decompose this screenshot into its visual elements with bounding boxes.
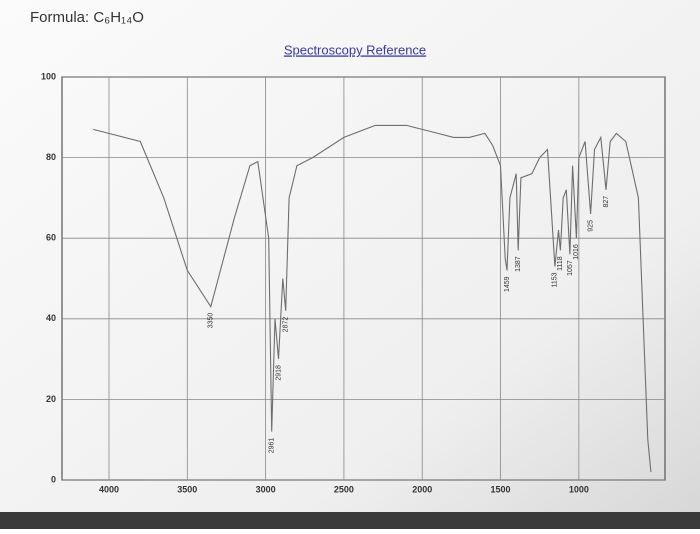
peak-label: 1016 xyxy=(573,244,580,260)
peak-label: 3350 xyxy=(208,313,215,329)
y-tick-label: 20 xyxy=(46,394,56,404)
y-tick-label: 0 xyxy=(51,474,56,484)
peak-label: 2961 xyxy=(269,438,276,454)
peak-label: 2872 xyxy=(283,317,290,333)
peak-label: 827 xyxy=(603,196,610,208)
peak-label: 925 xyxy=(587,220,594,232)
y-tick-label: 100 xyxy=(41,71,56,81)
peak-label: 1387 xyxy=(515,256,522,272)
y-tick-label: 80 xyxy=(46,152,56,162)
y-tick-label: 60 xyxy=(46,233,56,243)
x-tick-label: 1000 xyxy=(569,484,589,494)
peak-label: 2918 xyxy=(275,365,282,381)
y-tick-label: 40 xyxy=(46,313,56,323)
x-tick-label: 2000 xyxy=(412,484,432,494)
spectrum-line xyxy=(93,124,652,472)
peak-label: 1057 xyxy=(567,260,574,276)
x-tick-label: 4000 xyxy=(99,484,119,494)
peak-label: 1118 xyxy=(557,256,564,271)
chart-title: Formula: C₆H₁₄O xyxy=(30,9,144,26)
x-tick-label: 2500 xyxy=(334,484,354,494)
peak-label: 1459 xyxy=(504,276,511,292)
bezel xyxy=(0,512,700,529)
chart-subtitle: Spectroscopy Reference xyxy=(284,42,426,57)
x-tick-label: 1500 xyxy=(491,484,511,494)
x-tick-label: 3500 xyxy=(177,484,197,494)
x-tick-label: 3000 xyxy=(256,484,276,494)
peak-label: 1153 xyxy=(552,272,559,287)
